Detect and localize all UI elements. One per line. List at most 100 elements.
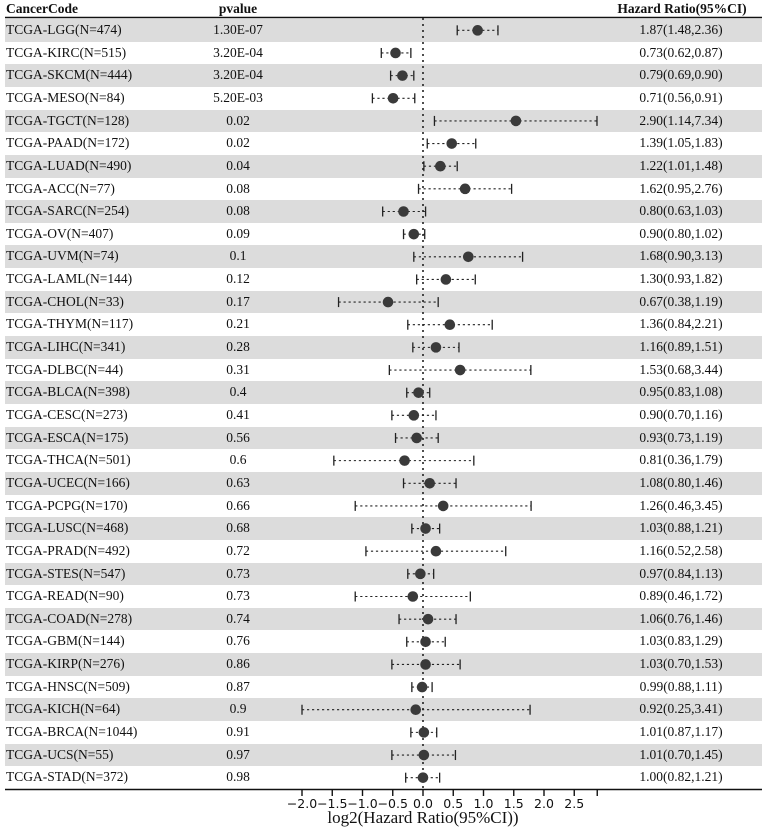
cancer-code-cell: TCGA-UVM(N=74) <box>6 248 119 264</box>
table-row: TCGA-KIRP(N=276) 0.86 1.03(0.70,1.53) <box>5 653 762 676</box>
table-row: TCGA-READ(N=90) 0.73 0.89(0.46,1.72) <box>5 585 762 608</box>
hazard-ratio-cell: 1.16(0.89,1.51) <box>639 339 723 355</box>
hazard-ratio-cell: 1.39(1.05,1.83) <box>639 135 723 151</box>
hazard-ratio-cell: 0.99(0.88,1.11) <box>639 678 723 694</box>
table-row: TCGA-OV(N=407) 0.09 0.90(0.80,1.02) <box>5 223 762 246</box>
table-row: TCGA-PRAD(N=492) 0.72 1.16(0.52,2.58) <box>5 540 762 563</box>
pvalue-cell: 0.72 <box>226 542 250 558</box>
pvalue-cell: 0.08 <box>226 203 250 219</box>
pvalue-cell: 0.76 <box>226 633 250 649</box>
cancer-code-cell: TCGA-HNSC(N=509) <box>6 678 130 694</box>
table-row: TCGA-CHOL(N=33) 0.17 0.67(0.38,1.19) <box>5 290 762 314</box>
header-hazard-ratio: Hazard Ratio(95%CI) <box>617 1 747 16</box>
header-cancer-code: CancerCode <box>6 1 78 16</box>
pvalue-cell: 1.30E-07 <box>213 22 263 37</box>
hazard-ratio-cell: 1.01(0.70,1.45) <box>639 746 723 762</box>
table-row: TCGA-KICH(N=64) 0.9 0.92(0.25,3.41) <box>5 698 762 722</box>
pvalue-cell: 0.87 <box>226 678 250 694</box>
cancer-code-cell: TCGA-KIRC(N=515) <box>6 44 127 60</box>
pvalue-cell: 0.91 <box>226 724 250 740</box>
cancer-code-cell: TCGA-OV(N=407) <box>6 225 114 241</box>
cancer-code-cell: TCGA-THCA(N=501) <box>6 452 131 468</box>
cancer-code-cell: TCGA-GBM(N=144) <box>6 633 125 649</box>
table-row: TCGA-HNSC(N=509) 0.87 0.99(0.88,1.11) <box>5 676 762 699</box>
table-row: TCGA-DLBC(N=44) 0.31 1.53(0.68,3.44) <box>5 359 762 382</box>
cancer-code-cell: TCGA-UCS(N=55) <box>6 746 114 762</box>
cancer-code-cell: TCGA-DLBC(N=44) <box>6 361 124 377</box>
pvalue-cell: 3.20E-04 <box>213 67 263 83</box>
table-row: TCGA-STES(N=547) 0.73 0.97(0.84,1.13) <box>5 562 762 586</box>
cancer-code-cell: TCGA-MESO(N=84) <box>6 89 125 105</box>
cancer-code-cell: TCGA-STAD(N=372) <box>6 769 129 785</box>
pvalue-cell: 0.31 <box>226 361 250 377</box>
table-row: TCGA-KIRC(N=515) 3.20E-04 0.73(0.62,0.87) <box>5 42 762 65</box>
table-row: TCGA-COAD(N=278) 0.74 1.06(0.76,1.46) <box>5 607 762 631</box>
cancer-code-cell: TCGA-PAAD(N=172) <box>6 135 130 151</box>
hazard-ratio-cell: 0.97(0.84,1.13) <box>639 565 723 581</box>
hazard-ratio-cell: 0.95(0.83,1.08) <box>639 384 723 400</box>
hazard-ratio-cell: 1.03(0.88,1.21) <box>639 520 723 536</box>
pvalue-cell: 0.02 <box>226 112 250 128</box>
table-row: TCGA-MESO(N=84) 5.20E-03 0.71(0.56,0.91) <box>5 87 762 110</box>
pvalue-cell: 0.4 <box>229 384 247 400</box>
pvalue-cell: 0.1 <box>229 248 247 264</box>
cancer-code-cell: TCGA-STES(N=547) <box>6 565 126 581</box>
pvalue-cell: 0.98 <box>226 769 250 785</box>
cancer-code-cell: TCGA-BRCA(N=1044) <box>6 724 138 740</box>
hazard-ratio-cell: 1.36(0.84,2.21) <box>639 316 723 332</box>
pvalue-cell: 0.68 <box>226 520 250 536</box>
table-row: TCGA-LUAD(N=490) 0.04 1.22(1.01,1.48) <box>5 154 762 178</box>
hazard-ratio-cell: 1.06(0.76,1.46) <box>639 610 723 626</box>
hazard-ratio-cell: 1.68(0.90,3.13) <box>639 248 723 264</box>
table-row: TCGA-CESC(N=273) 0.41 0.90(0.70,1.16) <box>5 404 762 427</box>
cancer-code-cell: TCGA-PRAD(N=492) <box>6 542 130 558</box>
cancer-code-cell: TCGA-BLCA(N=398) <box>6 384 130 400</box>
hazard-ratio-cell: 0.73(0.62,0.87) <box>639 44 723 60</box>
pvalue-cell: 5.20E-03 <box>213 89 263 105</box>
pvalue-cell: 0.63 <box>226 474 250 490</box>
pvalue-cell: 0.97 <box>226 746 250 762</box>
cancer-code-cell: TCGA-CESC(N=273) <box>6 407 128 422</box>
pvalue-cell: 0.04 <box>226 157 250 173</box>
cancer-code-cell: TCGA-ESCA(N=175) <box>6 429 129 445</box>
table-row: TCGA-LUSC(N=468) 0.68 1.03(0.88,1.21) <box>5 517 762 540</box>
table-row: TCGA-UVM(N=74) 0.1 1.68(0.90,3.13) <box>5 245 762 269</box>
pvalue-cell: 0.56 <box>226 429 250 445</box>
cancer-code-cell: TCGA-THYM(N=117) <box>6 316 134 332</box>
hazard-ratio-cell: 1.26(0.46,3.45) <box>639 497 723 513</box>
pvalue-cell: 0.41 <box>226 407 250 422</box>
hazard-ratio-cell: 0.81(0.36,1.79) <box>639 452 723 468</box>
cancer-code-cell: TCGA-LIHC(N=341) <box>6 339 126 355</box>
hazard-ratio-cell: 0.80(0.63,1.03) <box>639 203 723 219</box>
hazard-ratio-cell: 0.92(0.25,3.41) <box>639 701 723 717</box>
pvalue-cell: 0.09 <box>226 225 250 241</box>
pvalue-cell: 0.74 <box>226 610 250 626</box>
cancer-code-cell: TCGA-LUAD(N=490) <box>6 157 132 173</box>
hazard-ratio-cell: 0.79(0.69,0.90) <box>639 67 723 83</box>
hazard-ratio-cell: 0.71(0.56,0.91) <box>639 89 723 105</box>
pvalue-cell: 0.86 <box>226 656 250 672</box>
pvalue-cell: 0.6 <box>229 452 247 468</box>
table-row: TCGA-UCS(N=55) 0.97 1.01(0.70,1.45) <box>5 743 762 767</box>
hazard-ratio-cell: 1.03(0.70,1.53) <box>639 656 723 672</box>
cancer-code-cell: TCGA-UCEC(N=166) <box>6 474 130 490</box>
pvalue-cell: 0.12 <box>226 271 250 287</box>
hazard-ratio-cell: 0.90(0.70,1.16) <box>639 407 723 422</box>
table-row: TCGA-THCA(N=501) 0.6 0.81(0.36,1.79) <box>5 449 762 472</box>
hazard-ratio-cell: 1.62(0.95,2.76) <box>639 180 723 196</box>
hazard-ratio-cell: 1.22(1.01,1.48) <box>639 157 723 173</box>
hazard-ratio-cell: 2.90(1.14,7.34) <box>639 112 723 128</box>
pvalue-cell: 0.21 <box>226 316 250 332</box>
pvalue-cell: 0.66 <box>226 497 250 513</box>
hazard-ratio-cell: 1.00(0.82,1.21) <box>639 769 723 785</box>
x-axis-title: log2(Hazard Ratio(95%CI)) <box>327 808 519 827</box>
hazard-ratio-cell: 0.90(0.80,1.02) <box>639 225 723 241</box>
table-row: TCGA-PAAD(N=172) 0.02 1.39(1.05,1.83) <box>5 132 762 155</box>
table-row: TCGA-LIHC(N=341) 0.28 1.16(0.89,1.51) <box>5 336 762 359</box>
table-row: TCGA-SARC(N=254) 0.08 0.80(0.63,1.03) <box>5 200 762 223</box>
table-row: TCGA-LGG(N=474) 1.30E-07 1.87(1.48,2.36) <box>5 19 762 42</box>
hazard-ratio-cell: 0.67(0.38,1.19) <box>639 293 723 309</box>
cancer-code-cell: TCGA-KICH(N=64) <box>6 701 121 717</box>
table-row: TCGA-LAML(N=144) 0.12 1.30(0.93,1.82) <box>5 268 762 291</box>
